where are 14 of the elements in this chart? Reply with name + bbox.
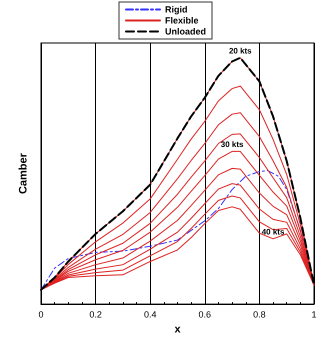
- annotation: 30 kts: [220, 140, 244, 149]
- annotation: 20 kts: [228, 46, 252, 56]
- x-tick-label: 0.8: [253, 310, 266, 320]
- legend-label: Unloaded: [165, 26, 206, 36]
- x-tick-label: 0: [38, 310, 44, 320]
- x-axis-title: x: [174, 324, 182, 336]
- legend-label: Rigid: [165, 4, 188, 14]
- x-tick-label: 0.4: [144, 310, 156, 320]
- x-tick-label: 0.6: [198, 310, 212, 320]
- x-tick-label: 1: [311, 310, 317, 320]
- y-axis-title: Camber: [18, 152, 30, 194]
- legend-label: Flexible: [165, 16, 199, 26]
- annotation: 40 kts: [262, 227, 285, 236]
- x-tick-label: 0.2: [89, 310, 102, 320]
